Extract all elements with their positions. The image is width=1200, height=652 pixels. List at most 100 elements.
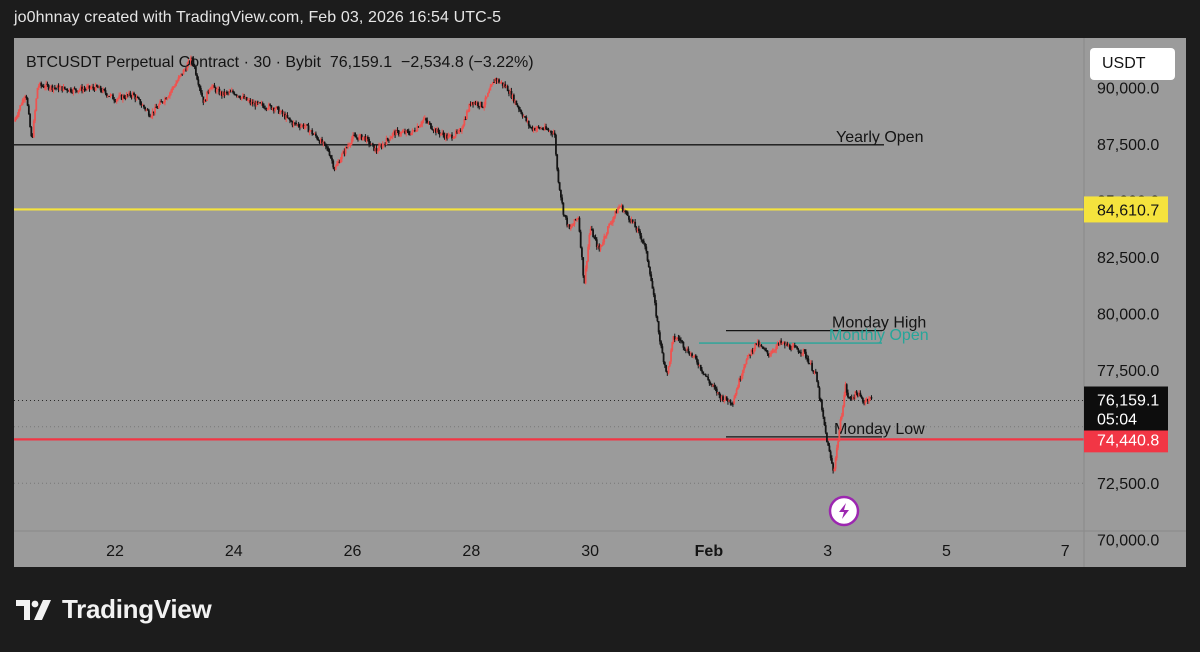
candle-body [279, 111, 281, 114]
candle-body [688, 352, 691, 356]
candle-body [102, 88, 104, 93]
candle-body [399, 134, 401, 136]
candle-body [754, 343, 757, 349]
candle-body [797, 349, 800, 353]
candle-body [709, 383, 712, 385]
candle-body [47, 85, 50, 90]
candle-body [369, 144, 372, 146]
candle-body [176, 80, 179, 83]
candle-body [276, 106, 279, 108]
candle-body [274, 108, 276, 111]
price-tags: 84,610.7 74,440.8 76,159.1 05:04 [1084, 196, 1168, 453]
candle-body [358, 135, 361, 140]
candle-body [426, 120, 429, 123]
candle-body [718, 392, 721, 396]
candle-body [829, 451, 832, 459]
candle-body [555, 135, 557, 155]
candle-body [828, 445, 831, 452]
candle-body [569, 226, 572, 229]
candle-body [349, 143, 352, 145]
candle-body [315, 133, 317, 137]
y-tick-label: 90,000.0 [1097, 81, 1159, 98]
candle-body [371, 143, 374, 145]
candle-body [707, 376, 710, 381]
candle-body [785, 343, 787, 346]
candle-body [444, 134, 447, 139]
candle-body [540, 128, 543, 130]
candle-body [110, 94, 113, 96]
price-tag-label: 74,440.8 [1097, 432, 1159, 449]
candle-body [854, 391, 857, 398]
chart-area[interactable]: Yearly Open Monday High Monthly Open Monday… [14, 38, 1186, 567]
candle-body [736, 386, 739, 390]
currency-button[interactable]: USDT [1090, 48, 1175, 80]
candle-body [238, 95, 241, 98]
candle-body [751, 349, 754, 353]
candle-body [861, 397, 864, 402]
candle-body [442, 132, 445, 136]
candle-body [592, 229, 594, 238]
candle-body [96, 84, 98, 87]
candle-body [822, 409, 825, 417]
flash-event-icon[interactable] [828, 495, 860, 527]
candle-body [40, 82, 43, 86]
candle-body [285, 115, 288, 119]
candle-body [430, 123, 432, 129]
candle-body [251, 101, 254, 105]
candle-body [545, 126, 547, 130]
candle-body [190, 57, 192, 64]
candle-body [610, 222, 613, 224]
candle-body [177, 77, 180, 81]
candle-body [143, 105, 145, 108]
candle-body [452, 137, 455, 139]
candle-body [532, 128, 535, 131]
candle-body [379, 145, 382, 147]
candle-body [642, 240, 645, 244]
price-change-pct: (−3.22%) [468, 54, 534, 71]
candle-body [300, 125, 302, 128]
candle-body [808, 363, 811, 365]
candle-body [420, 124, 422, 126]
candle-body [167, 96, 170, 98]
candle-body [869, 397, 872, 399]
candle-body [470, 102, 473, 106]
candle-body [667, 366, 670, 374]
candle-body [431, 128, 434, 130]
candle-body [561, 197, 564, 203]
candle-body [563, 214, 566, 216]
candle-body [595, 239, 598, 247]
candle-body [446, 134, 448, 139]
candle-body [712, 385, 714, 387]
candle-body [626, 212, 629, 216]
candle-body [499, 82, 502, 84]
candle-body [696, 358, 698, 363]
candle-body [187, 61, 190, 65]
yellow-price-tag [1084, 196, 1168, 223]
candle-body [462, 125, 465, 129]
candle-body [103, 88, 106, 91]
candle-body [326, 146, 328, 148]
candle-body [503, 84, 505, 86]
candle-body [171, 87, 174, 91]
candle-body [727, 399, 729, 402]
candle-body [160, 101, 163, 103]
candle-body [272, 108, 275, 111]
candle-body [31, 136, 34, 138]
candle-body [616, 208, 619, 214]
candle-body [681, 340, 684, 342]
candle-body [425, 118, 427, 121]
candle-body [192, 58, 195, 65]
candle-body [739, 378, 742, 380]
candle-body [660, 341, 663, 347]
candle-body [843, 394, 846, 407]
tradingview-logo-icon [16, 599, 51, 620]
x-tick-label: 28 [462, 543, 480, 560]
candle-body [209, 88, 212, 90]
candle-body [449, 134, 452, 136]
candle-body [535, 128, 538, 131]
candle-body [68, 88, 71, 92]
candle-body [217, 88, 220, 90]
candle-body [348, 144, 351, 146]
candle-body [505, 86, 508, 88]
